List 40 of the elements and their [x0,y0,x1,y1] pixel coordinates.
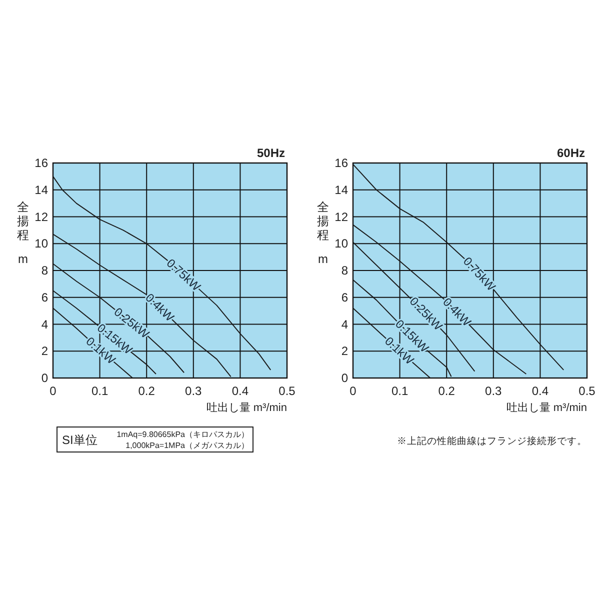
x-tick-label: 0.5 [578,384,596,398]
y-tick-label: 4 [41,317,48,332]
x-tick-label: 0.1 [391,384,408,398]
y-tick-label: 14 [34,182,48,197]
x-tick-label: 0.2 [438,384,456,398]
x-tick-label: 0 [350,384,357,398]
y-axis-title: 全揚程 m [17,200,29,266]
y-tick-label: 16 [34,156,48,170]
y-tick-label: 6 [341,290,348,304]
y-tick-label: 0 [341,371,348,385]
y-tick-label: 2 [41,344,48,358]
y-tick-label: 8 [41,264,48,278]
y-tick-label: 2 [341,344,348,358]
y-tick-label: 10 [334,236,348,251]
y-tick-label: 6 [41,290,48,304]
y-tick-label: 14 [334,182,348,197]
text: ※上記の性能曲線はフランジ接続形です。 [397,435,587,447]
x-tick-label: 0.3 [485,384,502,398]
text: 1,000kPa=1MPa（メガパスカル） [126,441,249,450]
y-axis-title: 全揚程 m [317,200,329,266]
x-tick-label: 0 [50,384,57,398]
x-tick-label: 0.2 [138,384,156,398]
x-axis-title: 吐出し量 m³/min [206,401,287,414]
chart-title: 50Hz [256,146,285,160]
x-axis-title: 吐出し量 m³/min [506,401,587,414]
text: 1mAq=9.80665kPa（キロパスカル） [116,430,249,439]
x-tick-label: 0.4 [232,384,249,398]
y-tick-label: 8 [341,264,348,278]
y-tick-label: 12 [34,210,48,224]
x-tick-label: 0.3 [185,384,202,398]
y-tick-label: 0 [41,371,48,385]
x-tick-label: 0.5 [278,384,296,398]
y-tick-label: 12 [334,210,348,224]
y-tick-label: 16 [334,156,348,170]
chart-title: 60Hz [556,146,585,160]
y-tick-label: 10 [34,236,48,251]
x-tick-label: 0.4 [532,384,549,398]
text: SI単位 [62,433,98,447]
y-tick-label: 4 [341,317,348,332]
x-tick-label: 0.1 [91,384,108,398]
